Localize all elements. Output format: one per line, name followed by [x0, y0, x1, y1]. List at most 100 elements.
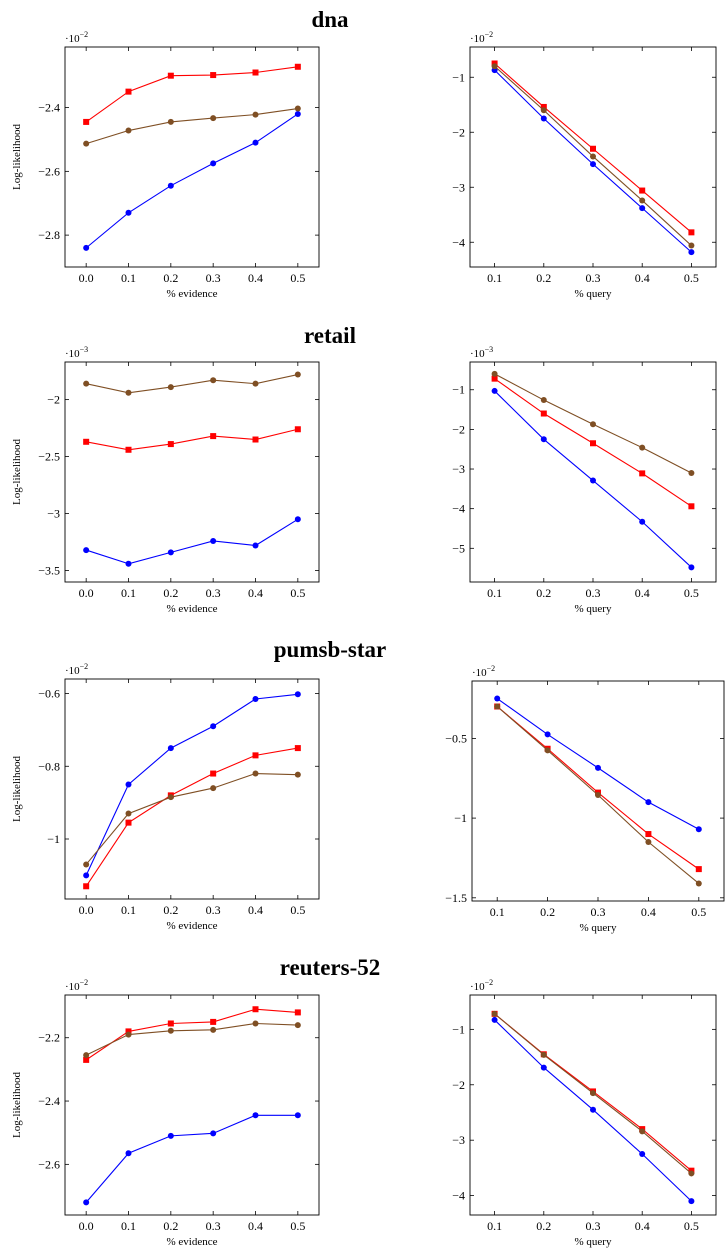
data-point-3	[167, 1027, 174, 1034]
data-point-2	[210, 72, 217, 79]
data-point-3	[590, 421, 596, 428]
data-point-1	[83, 872, 90, 879]
data-point-1	[125, 560, 132, 567]
y-tick-label: −2.5	[38, 450, 60, 464]
plot-frame	[469, 361, 717, 583]
data-point-1	[688, 1198, 695, 1205]
series-line-3	[86, 107, 298, 145]
data-point-2	[252, 69, 259, 76]
series-line-2	[85, 747, 298, 887]
chart-panel-row2-query: 0.1 0.2 0.3 0.4 0.5 −0.5 −1 −1.5 ·10−2 % query	[445, 664, 725, 934]
y-tick-label: −5	[452, 541, 465, 555]
x-tick-label: 0.4	[248, 903, 263, 917]
x-tick-label: 0.4	[248, 1219, 263, 1233]
y-tick-label: −2.6	[38, 1157, 60, 1171]
data-point-3	[252, 380, 259, 387]
x-tick-label: 0.5	[684, 271, 699, 285]
data-point-1	[491, 387, 498, 394]
x-tick-label: 0.1	[121, 271, 136, 285]
data-point-3	[167, 118, 174, 125]
data-point-2	[294, 745, 301, 752]
data-point-2	[125, 819, 132, 826]
y-tick-label: −0.6	[38, 687, 60, 701]
data-point-2	[590, 440, 596, 447]
data-point-3	[294, 1022, 301, 1029]
data-point-1	[491, 1016, 498, 1023]
data-point-1	[590, 161, 596, 168]
x-tick-label: 0.3	[206, 903, 221, 917]
data-point-1	[252, 1112, 259, 1119]
series-line-1	[85, 1114, 298, 1203]
x-tick-label: 0.3	[206, 1219, 221, 1233]
data-point-1	[590, 477, 596, 484]
y-tick-label: −3	[452, 180, 465, 194]
data-point-3	[688, 242, 695, 249]
data-point-3	[540, 1051, 547, 1058]
series-line-1	[496, 698, 700, 830]
data-point-1	[125, 209, 132, 216]
data-point-3	[125, 389, 132, 396]
data-point-1	[83, 244, 90, 251]
series-line-2	[85, 1008, 298, 1061]
data-point-3	[639, 444, 646, 451]
series-line-1	[85, 693, 298, 876]
data-point-1	[688, 249, 695, 256]
data-point-3	[125, 127, 132, 134]
y-tick-label: −2	[452, 1078, 465, 1092]
x-tick-label: 0.1	[490, 905, 505, 919]
data-point-3	[252, 770, 259, 777]
x-tick-label: 0.3	[586, 586, 601, 600]
x-tick-label: 0.3	[591, 905, 606, 919]
data-point-1	[210, 160, 217, 167]
series-line-1	[86, 518, 299, 565]
x-tick-label: 0.2	[163, 586, 178, 600]
y-tick-label: −2.6	[38, 164, 60, 178]
data-point-1	[252, 696, 259, 702]
x-tick-label: 0.3	[206, 586, 221, 600]
y-tick-label: −1	[452, 1022, 465, 1036]
axis-scale-factor: ·10−2	[65, 978, 88, 993]
y-tick-label: −2	[452, 125, 465, 139]
x-tick-label: 0.1	[121, 903, 136, 917]
axis-scale-factor: ·10−2	[470, 978, 493, 993]
data-point-1	[210, 723, 217, 730]
data-point-2	[83, 438, 90, 445]
x-axis-label: % query	[575, 603, 612, 615]
data-point-1	[688, 564, 695, 571]
y-tick-label: −0.8	[38, 759, 60, 773]
x-tick-label: 0.0	[79, 586, 94, 600]
series-line-1	[85, 113, 299, 249]
x-tick-label: 0.0	[79, 1219, 94, 1233]
data-point-3	[167, 794, 174, 801]
data-point-1	[83, 1199, 90, 1206]
data-point-3	[639, 197, 646, 204]
axis-scale-factor: ·10−2	[65, 662, 88, 677]
data-point-3	[83, 1052, 90, 1059]
x-axis-label: % query	[580, 922, 617, 934]
x-tick-label: 0.5	[290, 586, 305, 600]
x-tick-label: 0.1	[487, 586, 502, 600]
data-point-3	[544, 747, 551, 754]
y-tick-label: −1	[47, 832, 60, 846]
x-tick-label: 0.0	[79, 271, 94, 285]
data-point-3	[210, 785, 217, 792]
data-point-1	[494, 695, 501, 702]
data-point-2	[695, 866, 702, 873]
x-tick-label: 0.1	[121, 586, 136, 600]
data-point-2	[210, 770, 217, 777]
y-axis-label: Log-likelihood	[11, 439, 23, 505]
series-line-1	[494, 69, 692, 253]
x-tick-label: 0.4	[635, 271, 650, 285]
plot-frame	[469, 994, 717, 1216]
data-point-1	[167, 182, 174, 189]
data-point-3	[294, 371, 301, 378]
x-tick-label: 0.1	[487, 1219, 502, 1233]
data-point-1	[125, 781, 132, 788]
x-tick-label: 0.5	[290, 271, 305, 285]
chart-panel-row3-evidence: 0.0 0.1 0.2 0.3 0.4 0.5 −2.2 −2.4 −2.6 ·10−2 % evi…	[11, 978, 320, 1248]
data-point-1	[639, 518, 646, 525]
x-tick-label: 0.2	[163, 271, 178, 285]
axis-scale-factor: ·10−3	[470, 345, 493, 360]
data-point-1	[294, 516, 301, 523]
data-point-1	[125, 1150, 132, 1157]
